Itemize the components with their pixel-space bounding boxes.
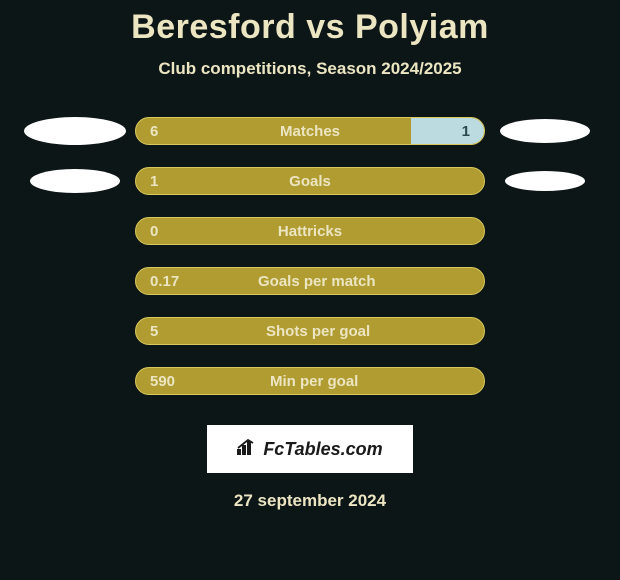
logo-badge: FcTables.com	[207, 425, 413, 473]
player-avatar-left	[30, 169, 120, 193]
stats-rows: 6 Matches 1 1 Goals 0 Hattricks 0.17 Goals per m…	[15, 117, 605, 417]
stat-left-value: 590	[150, 373, 175, 390]
stat-left-value: 0	[150, 223, 158, 240]
left-avatar-slot	[15, 117, 135, 145]
stat-row: 0.17 Goals per match	[15, 267, 605, 295]
stat-bar: 6 Matches 1	[135, 117, 485, 145]
stat-label: Shots per goal	[266, 323, 370, 340]
page-title: Beresford vs Polyiam	[131, 8, 489, 47]
stat-left-value: 0.17	[150, 273, 179, 290]
stat-row: 590 Min per goal	[15, 367, 605, 395]
right-avatar-slot	[485, 119, 605, 143]
date-label: 27 september 2024	[234, 491, 386, 511]
stat-label: Min per goal	[270, 373, 358, 390]
logo-text: FcTables.com	[237, 439, 382, 460]
comparison-container: Beresford vs Polyiam Club competitions, …	[0, 0, 620, 580]
player-avatar-left	[24, 117, 126, 145]
page-subtitle: Club competitions, Season 2024/2025	[158, 59, 461, 79]
logo-label: FcTables.com	[263, 439, 382, 460]
stat-bar: 0 Hattricks	[135, 217, 485, 245]
player-avatar-right	[505, 171, 585, 191]
stat-row: 0 Hattricks	[15, 217, 605, 245]
chart-icon	[237, 439, 259, 460]
stat-row: 5 Shots per goal	[15, 317, 605, 345]
stat-left-value: 6	[150, 123, 158, 140]
stat-label: Goals	[289, 173, 331, 190]
stat-left-value: 1	[150, 173, 158, 190]
stat-left-value: 5	[150, 323, 158, 340]
stat-label: Hattricks	[278, 223, 342, 240]
stat-bar: 5 Shots per goal	[135, 317, 485, 345]
stat-row: 6 Matches 1	[15, 117, 605, 145]
stat-bar: 0.17 Goals per match	[135, 267, 485, 295]
left-avatar-slot	[15, 169, 135, 193]
stat-bar-right-fill	[411, 118, 484, 144]
right-avatar-slot	[485, 171, 605, 191]
stat-right-value: 1	[462, 123, 470, 140]
stat-label: Goals per match	[258, 273, 376, 290]
stat-row: 1 Goals	[15, 167, 605, 195]
stat-bar: 1 Goals	[135, 167, 485, 195]
player-avatar-right	[500, 119, 590, 143]
stat-label: Matches	[280, 123, 340, 140]
stat-bar: 590 Min per goal	[135, 367, 485, 395]
